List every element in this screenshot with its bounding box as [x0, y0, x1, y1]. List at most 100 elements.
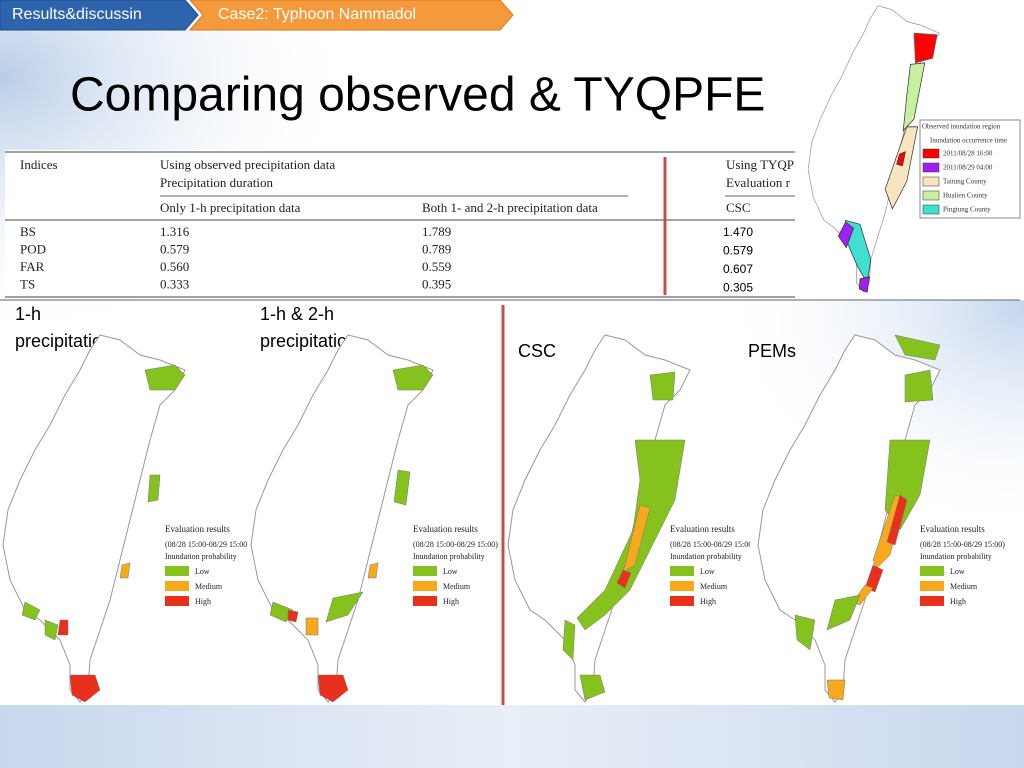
map: Evaluation results (08/28 15:00-08/29 15:…: [250, 334, 498, 703]
table-cell: 0.579: [723, 244, 753, 258]
panel-label: 1-h & 2-h: [260, 304, 334, 324]
map-region: [576, 439, 686, 631]
legend-subtitle: Inundation probability: [670, 552, 742, 561]
table-cell: 0.395: [422, 276, 451, 291]
map-legend: Evaluation results (08/28 15:00-08/29 15:…: [670, 524, 755, 606]
legend-swatch: [922, 148, 940, 159]
legend-label: Low: [950, 567, 965, 576]
map-region: [622, 504, 651, 573]
inset-legend: Observed inundation region Inundation oc…: [919, 119, 1021, 219]
legend-swatch: [920, 596, 944, 606]
legend-label: High: [443, 597, 459, 606]
inset-map: [807, 5, 940, 293]
panel-label: 1-h: [15, 304, 41, 324]
map-region: [826, 679, 846, 701]
legend-label: Taitung County: [943, 178, 987, 186]
map-legend-body: Evaluation results (08/28 15:00-08/29 15:…: [165, 524, 248, 606]
map-region: [864, 564, 884, 593]
table-cell: 1.470: [723, 225, 753, 239]
map-region: [904, 369, 934, 403]
map-region: [562, 619, 576, 661]
legend-period: (08/28 15:00-08/29 15:00): [670, 540, 755, 549]
breadcrumb-tab[interactable]: [188, 0, 514, 31]
map-region: [305, 617, 319, 636]
header-cell: Precipitation duration: [160, 175, 274, 190]
legend-label: Low: [700, 567, 715, 576]
header-cell: Using observed precipitation data: [160, 157, 335, 172]
legend-swatch: [922, 176, 940, 187]
legend-label: Hualien County: [943, 192, 988, 200]
legend-swatch: [922, 162, 940, 173]
legend-swatch: [165, 596, 189, 606]
map-region: [21, 601, 41, 621]
legend-label: High: [700, 597, 716, 606]
legend-swatch: [413, 566, 437, 576]
map-region: [886, 494, 908, 546]
legend-swatch: [670, 596, 694, 606]
legend-title: Evaluation results: [165, 524, 230, 534]
bottom-band: [0, 705, 1024, 768]
map-region: [367, 562, 379, 579]
legend-swatch: [413, 596, 437, 606]
legend-label: Medium: [700, 582, 728, 591]
table-cell: TS: [20, 276, 35, 291]
map-region: [147, 474, 161, 503]
table-cell: 1.316: [160, 224, 190, 239]
legend-title: Evaluation results: [670, 524, 735, 534]
table-bg: [5, 150, 795, 300]
map: Evaluation results (08/28 15:00-08/29 15:…: [757, 334, 1005, 703]
panel-label: PEMs: [748, 341, 796, 361]
legend-label: Low: [443, 567, 458, 576]
map-region: [894, 334, 941, 361]
map-region: [144, 364, 186, 391]
legend-swatch: [922, 204, 940, 215]
table-cell: 1.789: [422, 224, 451, 239]
header-cell: CSC: [726, 200, 751, 215]
legend-period: (08/28 15:00-08/29 15:00): [413, 540, 498, 549]
map-region: [287, 609, 299, 623]
map-region: [579, 674, 606, 701]
legend-swatch: [670, 581, 694, 591]
map-region: [269, 601, 294, 623]
legend-label: 2011/08/29 04:00: [943, 164, 993, 172]
table-cell: 0.607: [723, 262, 753, 276]
breadcrumb-text: Case2: Typhoon Nammadol: [218, 6, 416, 23]
table: Indices Using observed precipitation dat…: [5, 150, 795, 300]
map-legend-body: Evaluation results (08/28 15:00-08/29 15:…: [920, 524, 1005, 606]
map-region: [325, 591, 364, 623]
legend-label: Medium: [950, 582, 978, 591]
table-cell: BS: [20, 224, 36, 239]
map-region: [649, 371, 676, 401]
map-region: [44, 619, 59, 641]
table-cell: POD: [20, 241, 46, 256]
table-cell: 0.579: [160, 241, 189, 256]
legend-title: Evaluation results: [413, 524, 478, 534]
map-region: [69, 674, 101, 703]
map-region: [119, 562, 131, 579]
legend-title: Evaluation results: [920, 524, 985, 534]
map-region: [317, 674, 349, 703]
map-legend-body: Evaluation results (08/28 15:00-08/29 15:…: [413, 524, 498, 606]
inset-legend-subtitle: Inundation occurrence time: [930, 137, 1007, 145]
panel-label: precipitation: [260, 331, 357, 351]
legend-swatch: [920, 566, 944, 576]
header-cell: Only 1-h precipitation data: [160, 200, 301, 215]
header-cell: Indices: [20, 157, 58, 172]
map-region: [57, 619, 69, 636]
breadcrumb-text: Results&discussin: [12, 6, 142, 23]
legend-subtitle: Inundation probability: [413, 552, 485, 561]
table-cell: 0.560: [160, 259, 189, 274]
legend-label: High: [195, 597, 211, 606]
table-cell: FAR: [20, 259, 45, 274]
map: Evaluation results (08/28 15:00-08/29 15:…: [507, 334, 755, 703]
breadcrumb-tab[interactable]: [0, 0, 199, 31]
legend-label: Medium: [195, 582, 223, 591]
map-legend: Evaluation results (08/28 15:00-08/29 15:…: [920, 524, 1005, 606]
map-region: [393, 469, 411, 506]
panel-label: CSC: [518, 341, 556, 361]
legend-label: 2011/08/28 16:00: [943, 150, 993, 158]
map-legend: Evaluation results (08/28 15:00-08/29 15:…: [413, 524, 498, 606]
map-region: [616, 569, 632, 589]
